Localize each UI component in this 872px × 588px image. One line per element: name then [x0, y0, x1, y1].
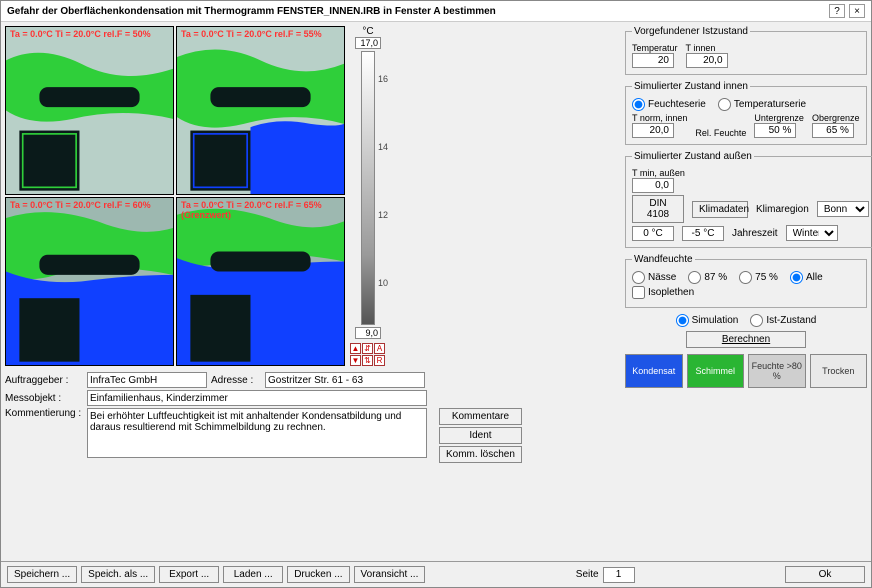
ok-button[interactable]: Ok — [785, 566, 865, 583]
simulation-radio[interactable]: Simulation — [676, 314, 739, 327]
titlebar: Gefahr der Oberflächenkondensation mit T… — [1, 1, 871, 22]
thermogram-1[interactable]: Ta = 0.0°C Ti = 20.0°C rel.F = 50% — [5, 26, 174, 195]
kommentar-input[interactable]: Bei erhöhter Luftfeuchtigkeit ist mit an… — [87, 408, 427, 458]
innen-group: Simulierter Zustand innen Feuchteserie T… — [625, 81, 867, 145]
wandfeuchte-group: Wandfeuchte Nässe 87 % 75 % Alle Isoplet… — [625, 254, 867, 308]
legend-schimmel: Schimmel — [687, 354, 745, 388]
legend-boxes: Kondensat Schimmel Feuchte >80 % Trocken — [625, 354, 867, 388]
auftraggeber-label: Auftraggeber : — [5, 375, 83, 386]
auftraggeber-input[interactable] — [87, 372, 207, 388]
komm-loeschen-button[interactable]: Komm. löschen — [439, 446, 522, 463]
istzustand-legend: Vorgefundener Istzustand — [632, 26, 750, 37]
caption-4: Ta = 0.0°C Ti = 20.0°C rel.F = 65% (Gren… — [181, 200, 344, 220]
messobjekt-input[interactable] — [87, 390, 427, 406]
tmin-value[interactable]: 0,0 — [632, 178, 674, 193]
thermogram-3[interactable]: Ta = 0.0°C Ti = 20.0°C rel.F = 60% — [5, 197, 174, 366]
feuchteserie-radio[interactable]: Feuchteserie — [632, 98, 706, 111]
klimadaten-button[interactable]: Klimadaten — [692, 201, 748, 218]
temperaturserie-radio[interactable]: Temperaturserie — [718, 98, 806, 111]
legend-feuchte: Feuchte >80 % — [748, 354, 806, 388]
kommentare-button[interactable]: Kommentare — [439, 408, 522, 425]
tnorm-value[interactable]: 20,0 — [632, 123, 674, 138]
aussen-group: Simulierter Zustand außen T min, außen0,… — [625, 151, 872, 248]
messobjekt-label: Messobjekt : — [5, 393, 83, 404]
scale-auto-icon[interactable]: A — [374, 343, 385, 354]
din4108-button[interactable]: DIN 4108 — [632, 195, 684, 223]
ident-button[interactable]: Ident — [439, 427, 522, 444]
thermogram-2[interactable]: Ta = 0.0°C Ti = 20.0°C rel.F = 55% — [176, 26, 345, 195]
footer: Speichern ... Speich. als ... Export ...… — [1, 561, 871, 587]
main-window: Gefahr der Oberflächenkondensation mit T… — [0, 0, 872, 588]
export-button[interactable]: Export ... — [159, 566, 219, 583]
legend-trocken: Trocken — [810, 354, 868, 388]
scale-up-icon[interactable]: ▲ — [350, 343, 361, 354]
naesse-radio[interactable]: Nässe — [632, 271, 676, 284]
caption-3: Ta = 0.0°C Ti = 20.0°C rel.F = 60% — [10, 200, 151, 210]
metadata-form: Auftraggeber : Adresse : Messobjekt : Ko… — [5, 372, 617, 465]
laden-button[interactable]: Laden ... — [223, 566, 283, 583]
seite-label: Seite — [576, 569, 599, 580]
untergrenze-value[interactable]: 50 % — [754, 123, 796, 138]
window-title: Gefahr der Oberflächenkondensation mit T… — [7, 6, 496, 17]
berechnen-button[interactable]: Berechnen — [686, 331, 806, 348]
speichals-button[interactable]: Speich. als ... — [81, 566, 155, 583]
p75-radio[interactable]: 75 % — [739, 271, 778, 284]
temp1-value: 0 °C — [632, 226, 674, 241]
scale-compress-icon[interactable]: ⇅ — [362, 355, 373, 366]
tinnen-value[interactable]: 20,0 — [686, 53, 728, 68]
kommentar-label: Kommentierung : — [5, 408, 83, 419]
thermogram-grid: Ta = 0.0°C Ti = 20.0°C rel.F = 50% Ta = … — [5, 26, 345, 366]
colorbar: °C 17,0 16 14 12 10 9,0 ▲ ⇵ A ▼ ⇅ — [349, 26, 387, 366]
drucken-button[interactable]: Drucken ... — [287, 566, 349, 583]
temperatur-value[interactable]: 20 — [632, 53, 674, 68]
klimaregion-select[interactable]: Bonn — [817, 201, 869, 217]
colorbar-max[interactable]: 17,0 — [355, 37, 381, 49]
speichern-button[interactable]: Speichern ... — [7, 566, 77, 583]
seite-input[interactable] — [603, 567, 635, 583]
scale-down-icon[interactable]: ▼ — [350, 355, 361, 366]
close-icon[interactable]: × — [849, 4, 865, 18]
adresse-label: Adresse : — [211, 375, 261, 386]
colorbar-unit: °C — [362, 26, 373, 37]
colorbar-min[interactable]: 9,0 — [355, 327, 381, 339]
temp2-value: -5 °C — [682, 226, 724, 241]
thermogram-4[interactable]: Ta = 0.0°C Ti = 20.0°C rel.F = 65% (Gren… — [176, 197, 345, 366]
istzustand-group: Vorgefundener Istzustand Temperatur20 T … — [625, 26, 867, 75]
istzustand-radio[interactable]: Ist-Zustand — [750, 314, 816, 327]
caption-1: Ta = 0.0°C Ti = 20.0°C rel.F = 50% — [10, 29, 151, 39]
adresse-input[interactable] — [265, 372, 425, 388]
p87-radio[interactable]: 87 % — [688, 271, 727, 284]
colorbar-scale: 16 14 12 10 — [361, 51, 375, 325]
alle-radio[interactable]: Alle — [790, 271, 823, 284]
obergrenze-value[interactable]: 65 % — [812, 123, 854, 138]
voransicht-button[interactable]: Voransicht ... — [354, 566, 426, 583]
scale-expand-icon[interactable]: ⇵ — [362, 343, 373, 354]
caption-2: Ta = 0.0°C Ti = 20.0°C rel.F = 55% — [181, 29, 322, 39]
isoplethen-checkbox[interactable]: Isoplethen — [632, 286, 694, 299]
scale-reset-icon[interactable]: R — [374, 355, 385, 366]
help-icon[interactable]: ? — [829, 4, 845, 18]
legend-kondensat: Kondensat — [625, 354, 683, 388]
jahreszeit-select[interactable]: Winter — [786, 225, 838, 241]
